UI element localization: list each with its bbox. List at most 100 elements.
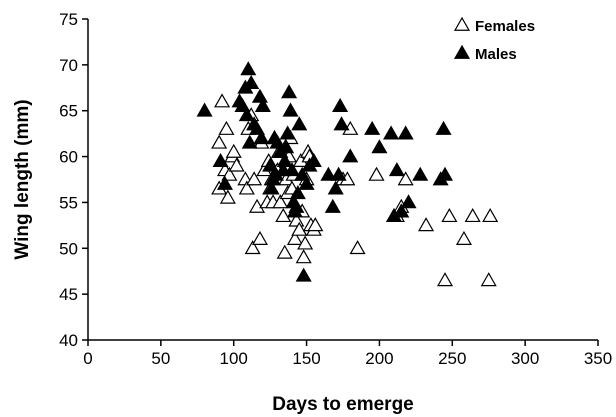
female-data-point [455,230,472,245]
y-axis-title: Wing length (mm) [12,99,33,259]
female-data-point [480,272,497,287]
male-data-point [281,84,298,99]
x-tick-label: 250 [438,349,466,368]
male-data-point [327,180,344,195]
x-tick-label: 100 [220,349,248,368]
female-data-point [291,221,308,236]
male-data-point [248,120,266,135]
y-tick-label: 45 [59,285,78,304]
x-tick-label: 50 [151,349,170,368]
male-data-point [435,120,452,135]
female-data-point [272,194,289,209]
male-data-point [278,139,295,154]
female-data-point [297,235,314,250]
female-data-point [397,171,414,186]
x-tick-label: 0 [83,349,92,368]
x-tick-label: 150 [292,349,320,368]
male-data-point [393,203,410,218]
female-data-point [418,217,435,232]
female-data-point [368,166,385,181]
female-data-point [228,157,245,172]
male-data-point [397,125,414,140]
legend-females-label: Females [475,18,535,35]
male-data-point [288,198,305,213]
y-tick-label: 70 [59,56,78,75]
female-data-point [225,143,242,158]
male-data-point [332,97,349,112]
male-data-point [283,162,301,177]
male-data-point [412,166,429,181]
x-tick-label: 350 [584,349,612,368]
female-data-point [275,207,292,223]
y-tick-label: 75 [59,10,78,29]
legend: Females Males [453,16,535,63]
x-axis-title: Days to emerge [272,394,414,415]
male-data-point [276,152,293,168]
female-data-point [251,230,268,245]
male-data-point [383,125,400,140]
male-data-point [251,88,268,103]
male-data-point [216,175,234,190]
y-tick-label: 50 [59,239,78,258]
x-tick-label: 200 [365,349,393,368]
male-data-point [330,166,347,181]
male-data-point [333,116,350,131]
female-data-point [482,207,499,223]
male-data-point [436,166,454,181]
male-data-point [263,180,280,195]
y-tick-label: 55 [59,193,78,212]
female-data-point [464,207,481,223]
female-data-point [219,189,236,204]
male-data-point [282,102,299,117]
male-data-point [305,152,322,168]
legend-males-marker [453,44,471,59]
male-data-point [240,61,257,76]
female-data-point [276,244,293,259]
male-data-point [400,194,417,209]
female-data-point [246,171,263,186]
legend-open-triangle-icon [453,16,471,31]
male-data-point [324,198,341,213]
female-data-point [286,230,303,245]
female-data-point [349,240,366,255]
female-data-point [238,180,255,195]
male-data-point [364,120,381,135]
male-data-point [241,134,258,149]
male-data-point [388,162,405,177]
male-data-point [279,125,296,140]
male-data-point [294,166,311,181]
male-data-point [254,97,271,112]
female-data-point [436,272,454,287]
male-data-point [291,116,308,131]
male-data-point [243,74,260,90]
male-data-point [295,267,312,282]
female-data-point [221,166,238,181]
y-tick-label: 60 [59,148,78,167]
female-data-point [218,120,235,135]
female-data-point [307,217,324,232]
female-data-point [214,93,231,108]
male-data-point [289,185,306,200]
x-tick-label: 300 [511,349,539,368]
male-data-point [262,157,279,172]
male-data-point [342,148,359,163]
female-data-point [441,207,458,223]
male-data-point [320,166,337,181]
male-data-point [238,107,255,122]
male-data-point [371,139,388,154]
y-tick-label: 65 [59,102,78,121]
x-axis-ticks: 0 50 100 150 200 250 300 350 [83,340,612,368]
male-data-point [196,102,213,117]
male-data-point [234,97,251,112]
plot-axes [87,19,598,341]
male-data-point [253,130,270,145]
legend-filled-triangle-icon [453,44,471,59]
male-data-point [212,152,229,168]
female-data-point [244,240,261,255]
female-data-point [295,249,312,264]
males-series [196,61,454,282]
legend-females-marker [453,16,471,31]
legend-males-label: Males [475,46,517,63]
y-tick-label: 40 [59,331,78,350]
